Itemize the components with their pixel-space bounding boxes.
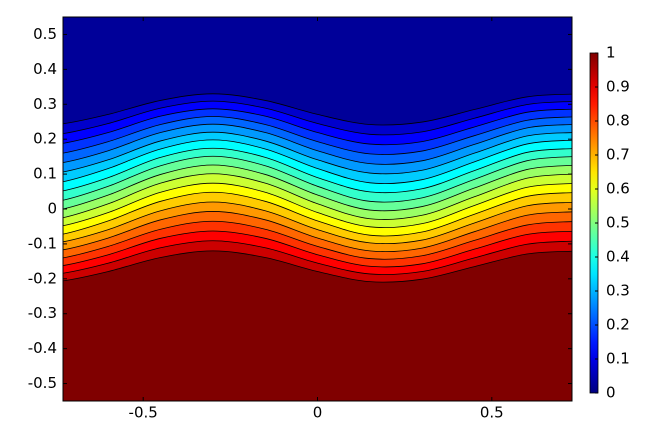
contour-line: [63, 240, 572, 275]
contour-line: [63, 164, 572, 212]
contour-field: [63, 17, 572, 401]
contour-line: [63, 147, 572, 194]
y-tick-label: -0.3: [28, 304, 57, 322]
contour-line: [63, 131, 572, 175]
contour-band: [63, 17, 572, 126]
y-tick-label: 0.5: [33, 25, 57, 43]
colorbar-tick-label: 0.5: [606, 214, 630, 232]
colorbar-tick-label: 0.1: [606, 350, 630, 368]
colorbar-tick-label: 1: [606, 44, 616, 62]
contour-line: [63, 100, 572, 136]
contour-line: [63, 250, 572, 283]
contour-line: [63, 108, 572, 146]
colorbar-tick-label: 0.7: [606, 146, 630, 164]
y-tick-label: -0.4: [28, 339, 57, 357]
y-tick-label: -0.1: [28, 234, 57, 252]
contour-line: [63, 230, 572, 268]
x-tick-label: 0: [313, 404, 323, 422]
y-tick-label: 0: [47, 200, 57, 218]
colorbar-tick-label: 0.4: [606, 248, 630, 266]
contour-line: [63, 173, 572, 220]
colorbar-tick-label: 0.3: [606, 282, 630, 300]
contour-line: [63, 123, 572, 165]
y-tick-label: 0.4: [33, 60, 57, 78]
contour-line: [63, 155, 572, 203]
contour-line: [63, 220, 572, 260]
colorbar-tick-label: 0.8: [606, 112, 630, 130]
contour-line: [63, 182, 572, 228]
y-tick-label: -0.2: [28, 269, 57, 287]
contour-line: [63, 191, 572, 237]
contour-line: [63, 116, 572, 155]
y-tick-label: 0.2: [33, 130, 57, 148]
y-tick-label: 0.3: [33, 95, 57, 113]
contour-line: [63, 211, 572, 253]
contour-line: [63, 93, 572, 126]
colorbar-tick-label: 0.2: [606, 316, 630, 334]
contour-line: [63, 201, 572, 245]
y-tick-label: 0.1: [33, 165, 57, 183]
x-tick-label: 0.5: [480, 404, 504, 422]
colorbar-tick-label: 0.9: [606, 78, 630, 96]
colorbar-tick-label: 0: [606, 384, 616, 402]
y-tick-label: -0.5: [28, 374, 57, 392]
colorbar-tick-label: 0.6: [606, 180, 630, 198]
contour-line: [63, 139, 572, 185]
x-tick-label: -0.5: [129, 404, 158, 422]
